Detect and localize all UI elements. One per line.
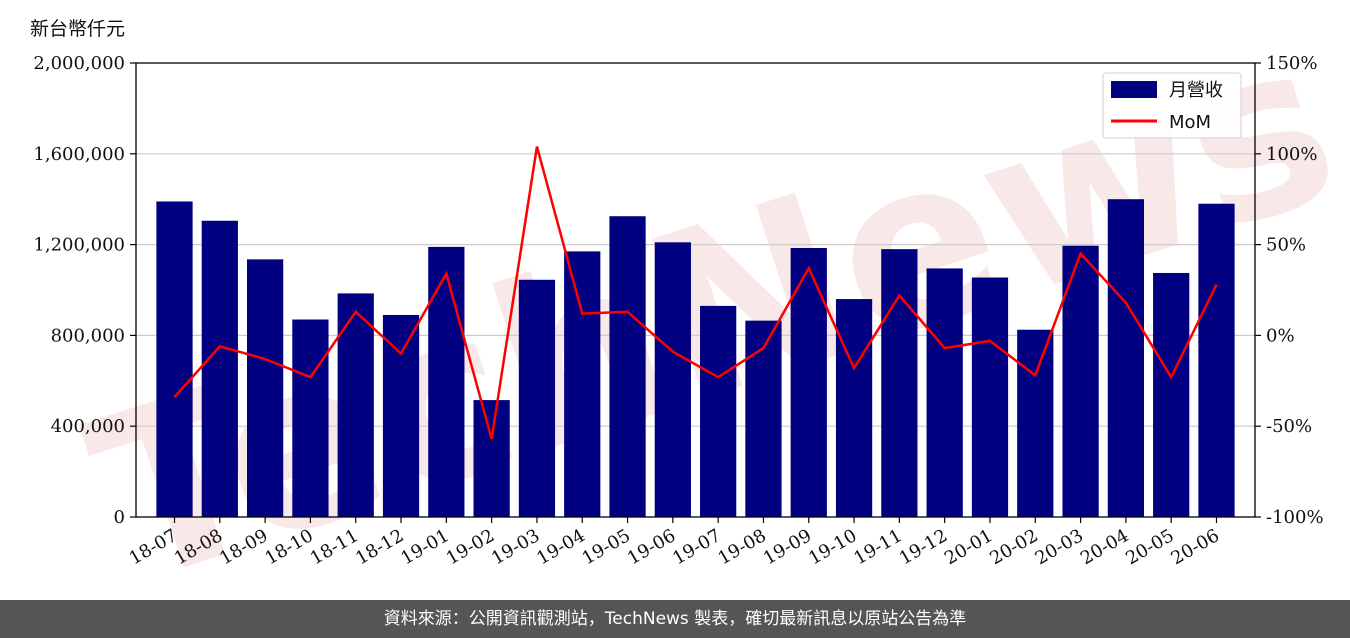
right-tick-label: 150% — [1266, 53, 1317, 74]
bar-19-10 — [835, 299, 873, 517]
bar-18-09 — [246, 259, 284, 517]
revenue-chart: TechNews0400,000800,0001,200,0001,600,00… — [33, 0, 1350, 600]
x-tick-label: 19-08 — [715, 525, 770, 569]
source-footer: 資料來源：公開資訊觀測站，TechNews 製表，確切最新訊息以原站公告為準 — [0, 600, 1350, 638]
bar-19-11 — [881, 249, 918, 517]
bar-19-03 — [518, 279, 556, 517]
bar-19-06 — [654, 242, 691, 517]
bar-20-04 — [1107, 199, 1145, 517]
legend-swatch-bar — [1111, 81, 1157, 98]
left-tick-label: 1,200,000 — [33, 235, 125, 256]
bar-18-12 — [382, 314, 420, 517]
bar-20-02 — [1017, 329, 1054, 517]
left-tick-label: 400,000 — [51, 416, 125, 437]
x-tick-label: 20-04 — [1077, 525, 1132, 569]
x-tick-label: 20-06 — [1168, 525, 1223, 569]
bar-20-06 — [1198, 203, 1235, 518]
bar-19-08 — [745, 320, 782, 517]
bar-19-05 — [609, 216, 646, 517]
right-tick-label: -50% — [1266, 416, 1312, 437]
x-tick-label: 19-07 — [669, 525, 724, 569]
x-tick-label: 19-12 — [896, 525, 951, 569]
legend-label-revenue: 月營收 — [1169, 80, 1223, 101]
y-axis-unit-label: 新台幣仟元 — [30, 18, 126, 40]
left-tick-label: 0 — [114, 507, 125, 528]
chart-area: TechNews 0 400,000 800,000 1,200,000 1,600,00… — [30, 0, 1350, 600]
right-tick-label: 100% — [1266, 144, 1317, 165]
legend-label-mom: MoM — [1169, 112, 1211, 133]
bar-18-07 — [156, 201, 193, 517]
left-tick-label: 1,600,000 — [33, 144, 125, 165]
bar-19-01 — [428, 246, 465, 517]
x-tick-label: 19-06 — [624, 525, 679, 569]
bar-19-02 — [473, 400, 510, 517]
x-tick-label: 20-03 — [1032, 525, 1087, 569]
plot-frame — [135, 62, 1256, 518]
bar-19-12 — [926, 268, 963, 517]
mom-line — [173, 146, 1218, 440]
bar-20-01 — [971, 277, 1009, 517]
left-tick-label: 800,000 — [51, 325, 125, 346]
bar-18-10 — [292, 319, 329, 517]
x-tick-label: 19-04 — [533, 525, 588, 569]
right-tick-label: 50% — [1266, 235, 1306, 256]
right-tick-label: 0% — [1266, 325, 1295, 346]
bar-20-03 — [1062, 245, 1099, 518]
left-tick-label: 2,000,000 — [33, 53, 125, 74]
x-tick-label: 19-10 — [805, 525, 860, 569]
bar-19-07 — [700, 305, 737, 517]
x-tick-label: 20-01 — [941, 525, 996, 569]
bar-18-08 — [201, 220, 238, 517]
bar-20-05 — [1153, 272, 1190, 517]
x-tick-label: 19-05 — [579, 525, 634, 569]
bar-18-11 — [337, 293, 374, 517]
right-tick-label: -100% — [1266, 507, 1324, 528]
x-tick-label: 19-11 — [850, 525, 905, 569]
x-tick-label: 19-03 — [488, 525, 543, 569]
x-tick-label: 20-05 — [1122, 525, 1177, 569]
x-tick-label: 19-09 — [760, 525, 815, 569]
bar-19-04 — [564, 251, 601, 517]
x-tick-label: 20-02 — [986, 525, 1041, 569]
